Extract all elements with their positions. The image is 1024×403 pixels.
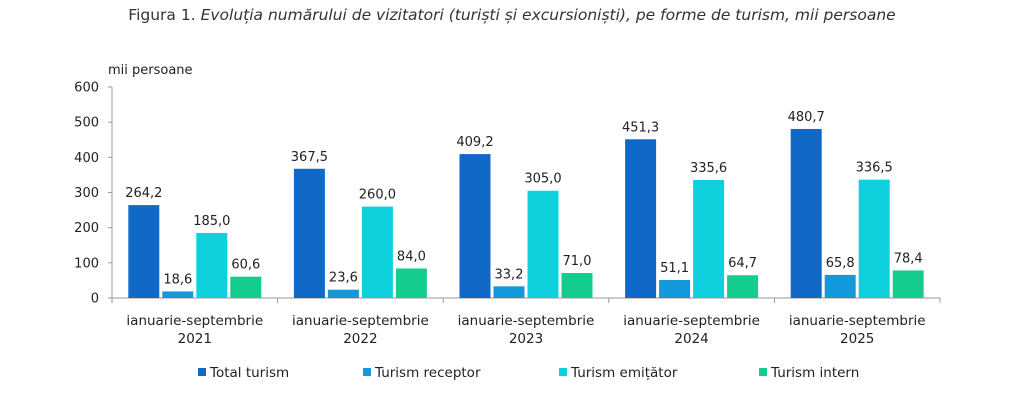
y-tick-label: 400 <box>74 151 99 166</box>
category-label: ianuarie-septembrie <box>789 313 926 329</box>
y-tick-label: 300 <box>74 186 99 201</box>
data-label: 264,2 <box>125 186 162 201</box>
data-label: 409,2 <box>456 135 493 150</box>
figure-number: Figura 1. <box>128 6 196 24</box>
category-label: 2023 <box>509 331 543 347</box>
category-label: 2024 <box>674 331 708 347</box>
legend-label: Turism intern <box>770 365 859 381</box>
bar <box>196 232 228 298</box>
data-label: 18,6 <box>163 272 192 287</box>
bar <box>327 289 359 298</box>
category-label: ianuarie-septembrie <box>458 313 595 329</box>
legend-label: Turism emițător <box>570 365 678 381</box>
legend-label: Total turism <box>209 365 289 381</box>
bar <box>625 139 657 298</box>
category-label: 2025 <box>840 331 874 347</box>
bar <box>790 128 822 298</box>
data-label: 51,1 <box>660 261 689 276</box>
category-label: ianuarie-septembrie <box>126 313 263 329</box>
bar <box>361 206 393 298</box>
figure-caption: Evoluția numărului de vizitatori (turișt… <box>200 6 896 24</box>
bar <box>727 275 759 298</box>
bar <box>128 205 160 298</box>
data-label: 33,2 <box>495 267 524 282</box>
legend-label: Turism receptor <box>374 365 481 381</box>
bar <box>659 280 691 298</box>
data-label: 78,4 <box>894 251 923 266</box>
category-label: 2022 <box>343 331 377 347</box>
data-label: 60,6 <box>231 258 260 273</box>
y-tick-label: 0 <box>91 292 99 307</box>
legend-swatch <box>198 368 206 376</box>
bar <box>230 276 262 298</box>
data-label: 260,0 <box>359 188 396 203</box>
y-axis-label: mii persoane <box>108 63 193 78</box>
data-label: 185,0 <box>193 214 230 229</box>
data-label: 65,8 <box>826 256 855 271</box>
data-label: 451,3 <box>622 120 659 135</box>
bar <box>858 179 890 298</box>
data-label: 84,0 <box>397 249 426 264</box>
data-label: 336,5 <box>856 161 893 176</box>
data-label: 23,6 <box>329 271 358 286</box>
y-tick-label: 500 <box>74 116 99 131</box>
data-label: 480,7 <box>788 110 825 125</box>
category-label: ianuarie-septembrie <box>292 313 429 329</box>
bars: 264,2 18,6 185,0 60,6 367,5 23,6 260,0 84,0 409,… <box>125 110 924 298</box>
legend: Total turism Turism receptor Turism emițăt… <box>198 365 859 381</box>
bar <box>693 179 725 298</box>
bar <box>493 286 525 298</box>
data-label: 305,0 <box>524 172 561 187</box>
bar <box>293 168 325 298</box>
bar <box>527 190 559 298</box>
legend-swatch <box>759 368 767 376</box>
category-label: ianuarie-septembrie <box>623 313 760 329</box>
data-label: 367,5 <box>291 150 328 165</box>
bar <box>892 270 924 298</box>
y-tick-label: 600 <box>74 81 99 96</box>
legend-swatch <box>559 368 567 376</box>
legend-swatch <box>363 368 371 376</box>
bar <box>561 273 593 298</box>
chart-title: Figura 1. Evoluția numărului de vizitato… <box>0 6 1024 24</box>
bar <box>824 274 856 298</box>
data-label: 71,0 <box>563 254 592 269</box>
bar <box>459 154 491 298</box>
y-tick-label: 200 <box>74 221 99 236</box>
category-label: 2021 <box>178 331 212 347</box>
bar <box>162 291 194 298</box>
data-label: 335,6 <box>690 161 727 176</box>
bar <box>395 268 427 298</box>
category-labels: ianuarie-septembrie 2021 ianuarie-septembr… <box>126 313 925 347</box>
data-label: 64,7 <box>728 256 757 271</box>
y-tick-label: 100 <box>74 256 99 271</box>
